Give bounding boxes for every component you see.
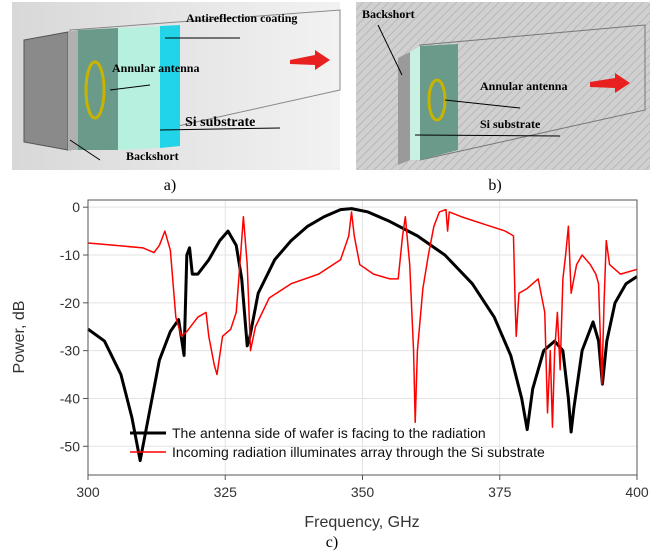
legend-label: Incoming radiation illuminates array thr… — [172, 444, 545, 460]
label-substrate: Si substrate — [480, 117, 541, 131]
pointer — [444, 99, 521, 109]
si-layer — [410, 46, 420, 160]
radiation-arrow — [290, 50, 330, 70]
coating-layer — [160, 25, 180, 148]
caption-c: c) — [326, 534, 338, 551]
x-axis-title: Frequency, GHz — [304, 514, 419, 531]
y-tick-label: -50 — [60, 438, 80, 454]
chart: 0 -10 -20 -30 -40 -50 300 325 350 375 400 The anten… — [60, 199, 649, 500]
x-tick-label: 350 — [351, 484, 375, 500]
caption-a: a) — [164, 177, 176, 194]
caption-b: b) — [488, 177, 501, 194]
label-backshort: Backshort — [362, 7, 415, 21]
label-antenna: Annular antenna — [112, 61, 199, 75]
y-tick-label: 0 — [72, 199, 80, 215]
label-substrate: Si substrate — [185, 115, 255, 130]
panel-b: Backshort Annular antenna Si substrate — [356, 2, 650, 170]
pointer — [159, 127, 281, 131]
pointer — [69, 139, 101, 161]
legend: The antenna side of wafer is facing to t… — [130, 425, 545, 460]
panel-a: Antireflection coating Annular antenna S… — [12, 2, 341, 170]
backshort-side — [68, 30, 78, 150]
label-antenna: Annular antenna — [480, 79, 567, 93]
antenna-layer — [420, 44, 458, 160]
y-tick-label: -40 — [60, 390, 80, 406]
x-tick-label: 375 — [488, 484, 512, 500]
y-tick-label: -20 — [60, 295, 80, 311]
pointer — [109, 84, 151, 91]
pointer — [377, 24, 403, 76]
si-layer — [118, 26, 160, 150]
series-line — [87, 207, 638, 463]
series-line — [87, 208, 638, 428]
y-axis-title: Power, dB — [11, 301, 28, 374]
label-coating: Antireflection coating — [186, 11, 297, 25]
annular-antenna — [84, 60, 106, 120]
y-tick-label: -30 — [60, 343, 80, 359]
pointer — [414, 134, 561, 137]
backshort-block — [398, 52, 410, 165]
label-backshort: Backshort — [126, 149, 179, 163]
antenna-layer — [78, 28, 118, 150]
x-tick-label: 400 — [625, 484, 649, 500]
y-tick-label: -10 — [60, 247, 80, 263]
x-tick-label: 325 — [214, 484, 238, 500]
radiation-arrow — [590, 73, 630, 93]
plot-area — [87, 199, 638, 476]
legend-label: The antenna side of wafer is facing to t… — [172, 425, 486, 441]
x-tick-label: 300 — [76, 484, 100, 500]
backshort-block — [23, 31, 69, 151]
